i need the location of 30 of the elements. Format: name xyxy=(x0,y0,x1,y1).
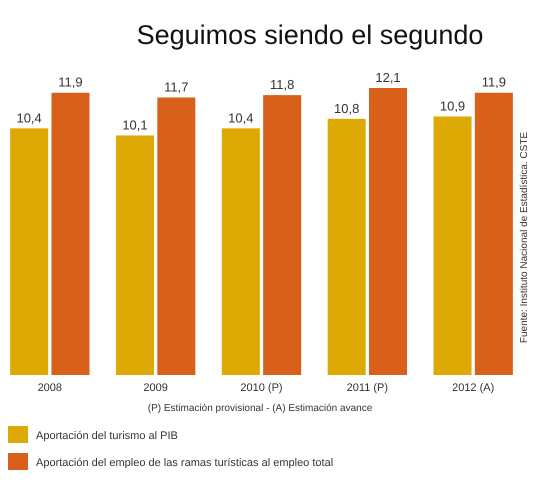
data-label: 12,1 xyxy=(375,70,401,85)
legend-label: Aportación del empleo de las ramas turísticas al empleo total xyxy=(36,457,334,469)
data-label: 11,8 xyxy=(270,77,294,92)
bar xyxy=(474,92,513,375)
data-label: 10,4 xyxy=(16,110,42,126)
annotation: Fuente: Instituto Nacional de Estadística. CSTE xyxy=(519,132,530,344)
data-label: 10,4 xyxy=(228,110,254,126)
data-label: 10,9 xyxy=(440,98,466,114)
x-tick-label: 2012 (A) xyxy=(452,382,494,394)
x-tick-label: 2008 xyxy=(38,382,62,394)
bar xyxy=(263,95,302,375)
bar xyxy=(369,88,408,375)
bar xyxy=(10,128,48,375)
chart-title: Seguimos siendo el segundo xyxy=(136,20,484,50)
bar xyxy=(328,118,366,375)
x-tick-label: 2011 (P) xyxy=(346,382,388,394)
bar xyxy=(434,116,472,375)
data-label: 11,9 xyxy=(482,74,506,90)
data-label: 11,7 xyxy=(164,79,188,94)
bar xyxy=(116,135,154,375)
data-label: 10,8 xyxy=(334,100,360,116)
x-tick-label: 2009 xyxy=(143,382,168,394)
x-tick-label: 2010 (P) xyxy=(240,382,283,394)
text: (P) Estimación provisional - (A) Estimación avance xyxy=(148,403,373,414)
bar xyxy=(51,92,90,375)
data-label: 11,9 xyxy=(58,74,83,90)
bar xyxy=(222,128,260,375)
legend-label: Aportación del turismo al PIB xyxy=(36,430,178,442)
data-label: 10,1 xyxy=(122,117,148,132)
bar xyxy=(157,97,196,375)
